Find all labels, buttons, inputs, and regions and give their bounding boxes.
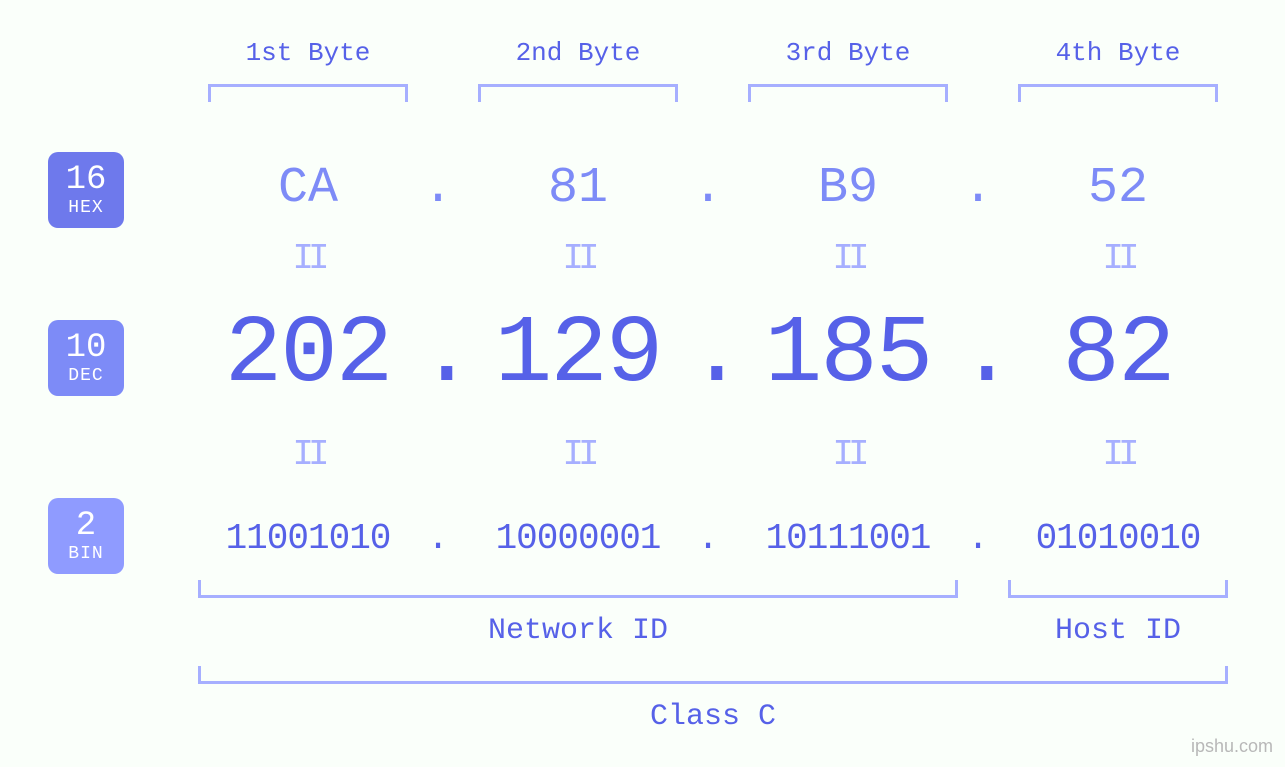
badge-dec-label: DEC bbox=[68, 367, 103, 385]
byte-label-2: 2nd Byte bbox=[478, 38, 678, 68]
hex-byte-1: CA bbox=[208, 160, 408, 217]
host-id-bracket bbox=[1008, 580, 1228, 598]
bin-dot-2: . bbox=[688, 518, 728, 559]
equals-hex-dec-4: II bbox=[1088, 238, 1148, 279]
badge-dec-num: 10 bbox=[66, 331, 107, 365]
byte-label-1: 1st Byte bbox=[208, 38, 408, 68]
byte-label-3: 3rd Byte bbox=[748, 38, 948, 68]
byte-label-4: 4th Byte bbox=[1018, 38, 1218, 68]
class-label: Class C bbox=[593, 700, 833, 734]
class-bracket bbox=[198, 666, 1228, 684]
top-bracket-3 bbox=[748, 84, 948, 102]
badge-hex: 16 HEX bbox=[48, 152, 124, 228]
equals-hex-dec-2: II bbox=[548, 238, 608, 279]
badge-hex-num: 16 bbox=[66, 163, 107, 197]
equals-dec-bin-1: II bbox=[278, 434, 338, 475]
dec-dot-3: . bbox=[958, 300, 998, 409]
hex-byte-3: B9 bbox=[748, 160, 948, 217]
badge-bin: 2 BIN bbox=[48, 498, 124, 574]
network-id-label: Network ID bbox=[458, 614, 698, 648]
equals-dec-bin-2: II bbox=[548, 434, 608, 475]
hex-byte-2: 81 bbox=[478, 160, 678, 217]
dec-byte-1: 202 bbox=[178, 300, 438, 409]
bin-byte-1: 11001010 bbox=[178, 518, 438, 559]
hex-byte-4: 52 bbox=[1018, 160, 1218, 217]
badge-hex-label: HEX bbox=[68, 199, 103, 217]
badge-dec: 10 DEC bbox=[48, 320, 124, 396]
bin-dot-1: . bbox=[418, 518, 458, 559]
network-id-bracket bbox=[198, 580, 958, 598]
top-bracket-2 bbox=[478, 84, 678, 102]
top-bracket-4 bbox=[1018, 84, 1218, 102]
badge-bin-num: 2 bbox=[76, 509, 96, 543]
top-bracket-1 bbox=[208, 84, 408, 102]
hex-dot-3: . bbox=[958, 160, 998, 217]
dec-byte-4: 82 bbox=[988, 300, 1248, 409]
hex-dot-2: . bbox=[688, 160, 728, 217]
dec-dot-1: . bbox=[418, 300, 458, 409]
dec-dot-2: . bbox=[688, 300, 728, 409]
dec-byte-2: 129 bbox=[448, 300, 708, 409]
equals-hex-dec-3: II bbox=[818, 238, 878, 279]
bin-dot-3: . bbox=[958, 518, 998, 559]
bin-byte-4: 01010010 bbox=[988, 518, 1248, 559]
bin-byte-2: 10000001 bbox=[448, 518, 708, 559]
bin-byte-3: 10111001 bbox=[718, 518, 978, 559]
equals-dec-bin-3: II bbox=[818, 434, 878, 475]
watermark: ipshu.com bbox=[1191, 736, 1273, 757]
dec-byte-3: 185 bbox=[718, 300, 978, 409]
equals-dec-bin-4: II bbox=[1088, 434, 1148, 475]
equals-hex-dec-1: II bbox=[278, 238, 338, 279]
host-id-label: Host ID bbox=[998, 614, 1238, 648]
badge-bin-label: BIN bbox=[68, 545, 103, 563]
hex-dot-1: . bbox=[418, 160, 458, 217]
